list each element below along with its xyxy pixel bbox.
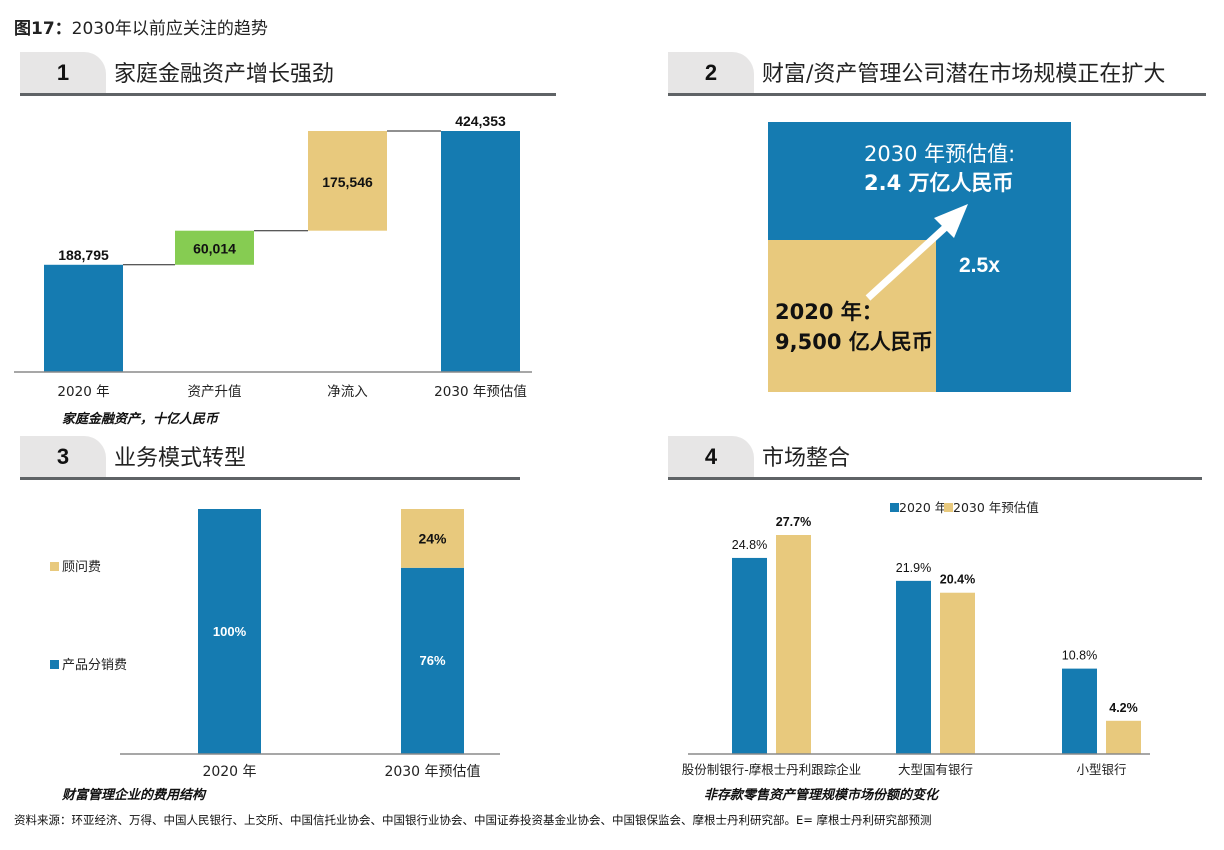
legend-swatch: [890, 503, 899, 512]
inner-label-line2: 9,500 亿人民币: [775, 330, 933, 354]
stacked-bar-segment: [198, 509, 261, 754]
panel-3-title: 业务模式转型: [114, 446, 247, 471]
waterfall-bar: [441, 131, 520, 372]
legend-swatch: [50, 660, 59, 669]
panel-4-header: 4 市场整合: [668, 436, 1202, 480]
panel-4-number: 4: [704, 444, 718, 469]
market-size-chart: 2030 年预估值: 2.4 万亿人民币 2.5x 2020 年： 9,500 …: [768, 122, 1071, 392]
waterfall-tick-label: 资产升值: [188, 384, 242, 400]
stacked-data-label: 100%: [213, 624, 247, 639]
legend-label: 2030 年预估值: [953, 500, 1039, 515]
panel-4-rule: [668, 477, 1202, 480]
grouped-data-label: 27.7%: [776, 515, 811, 529]
legend-swatch: [944, 503, 953, 512]
legend-label: 2020 年: [899, 500, 947, 515]
grouped-bar: [732, 557, 767, 754]
grouped-bar: [940, 592, 975, 754]
grouped-data-label: 4.2%: [1109, 701, 1138, 715]
stacked-data-label: 24%: [418, 530, 447, 546]
panel-1-title: 家庭金融资产增长强劲: [114, 62, 335, 87]
outer-label-line2: 2.4 万亿人民币: [864, 171, 1014, 195]
waterfall-chart: 188,795 60,014 175,546 424,353 2020 年 资产升值 净流…: [14, 113, 532, 400]
grouped-bar: [1062, 668, 1097, 754]
waterfall-tick-label: 2030 年预估值: [434, 384, 527, 400]
panel-2-header: 2 财富/资产管理公司潜在市场规模正在扩大: [668, 52, 1206, 96]
panel-1-header: 1 家庭金融资产增长强劲: [20, 52, 556, 96]
stacked-tick-label: 2020 年: [202, 764, 256, 780]
waterfall-bar: [44, 264, 123, 372]
grouped-bar: [896, 580, 931, 754]
waterfall-data-label: 60,014: [193, 241, 236, 257]
fee-caption: 财富管理企业的费用结构: [62, 788, 206, 803]
panel-2-title: 财富/资产管理公司潜在市场规模正在扩大: [762, 62, 1166, 87]
panel-3-rule: [20, 477, 520, 480]
panel-2-number: 2: [704, 60, 718, 85]
panel-1-tab: [20, 52, 106, 94]
growth-arrow-icon: [865, 204, 968, 301]
outer-label-line1: 2030 年预估值:: [864, 142, 1015, 166]
share-caption: 非存款零售资产管理规模市场份额的变化: [704, 788, 939, 803]
figure-label: 图17：: [14, 19, 72, 39]
waterfall-bar: [175, 230, 254, 265]
stacked-tick-label: 2030 年预估值: [384, 764, 480, 780]
market-share-chart: 2020 年 2030 年预估值 24.8% 27.7% 21.9% 20.4% 10.8…: [682, 500, 1150, 777]
grouped-tick-label: 大型国有银行: [898, 762, 973, 777]
stacked-data-label: 76%: [419, 653, 445, 668]
multiplier-label: 2.5x: [959, 254, 1000, 277]
panel-2-rule: [668, 93, 1206, 96]
figure-title-text: 2030年以前应关注的趋势: [71, 19, 268, 39]
panel-4-tab: [668, 436, 754, 478]
source-note: 资料来源：环亚经济、万得、中国人民银行、上交所、中国信托业协会、中国银行业协会、…: [14, 813, 932, 827]
waterfall-tick-label: 2020 年: [57, 384, 109, 400]
panel-1-number: 1: [56, 60, 70, 85]
legend-label: 顾问费: [62, 560, 101, 575]
waterfall-data-label: 424,353: [455, 113, 506, 129]
panel-4-title: 市场整合: [762, 446, 851, 471]
legend-label: 产品分销费: [62, 658, 127, 673]
waterfall-tick-label: 净流入: [327, 384, 368, 400]
grouped-data-label: 21.9%: [896, 561, 931, 575]
panel-3-tab: [20, 436, 106, 478]
waterfall-data-label: 175,546: [322, 174, 373, 190]
grouped-tick-label: 小型银行: [1076, 762, 1126, 777]
stacked-bar-segment: [401, 567, 464, 754]
inner-label-line1: 2020 年：: [775, 300, 883, 324]
grouped-data-label: 10.8%: [1062, 649, 1097, 663]
stacked-bar-segment: [401, 509, 464, 568]
panel-3-header: 3 业务模式转型: [20, 436, 520, 480]
grouped-bar: [1106, 720, 1141, 754]
grouped-data-label: 20.4%: [940, 573, 975, 587]
waterfall-bar: [308, 130, 387, 231]
panel-2-tab: [668, 52, 754, 94]
panel-1-rule: [20, 93, 556, 96]
waterfall-caption: 家庭金融资产，十亿人民币: [62, 412, 219, 427]
legend-swatch: [50, 562, 59, 571]
figure-title: 图17：2030年以前应关注的趋势: [14, 14, 268, 39]
grouped-data-label: 24.8%: [732, 538, 767, 552]
panel-3-number: 3: [56, 444, 70, 469]
grouped-bar: [776, 535, 811, 754]
grouped-tick-label: 股份制银行-摩根士丹利跟踪企业: [682, 762, 862, 777]
waterfall-data-label: 188,795: [58, 247, 109, 263]
